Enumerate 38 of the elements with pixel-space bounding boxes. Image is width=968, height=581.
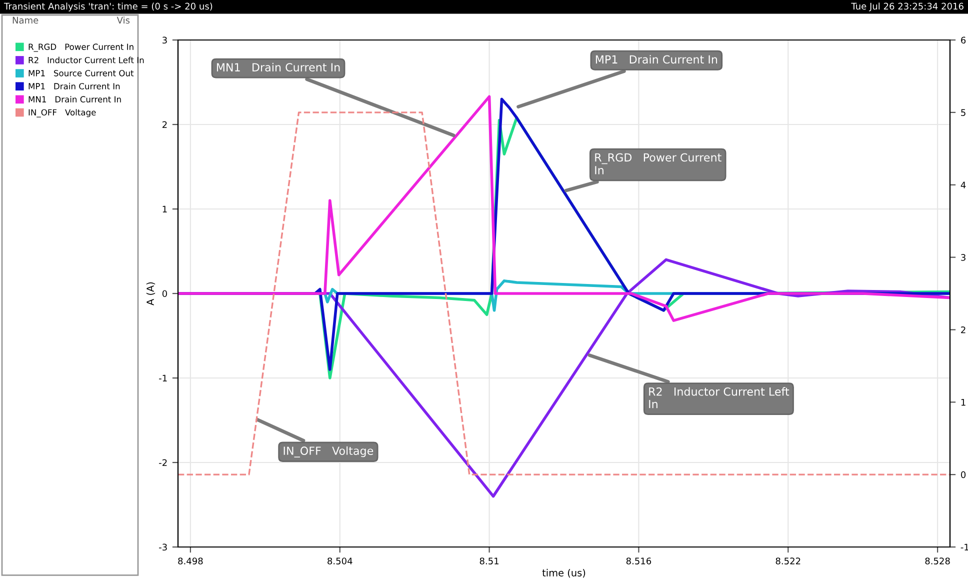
text: Tue Jul 26 23:25:34 2016 xyxy=(851,2,964,12)
annotation: MP1 Drain Current In xyxy=(596,55,718,64)
y2-tick-label: 6 xyxy=(961,36,966,44)
annotation: IN_OFF Voltage xyxy=(284,446,374,458)
text: Vis xyxy=(116,16,130,24)
y2-tick-label: 0 xyxy=(961,471,966,478)
legend-label: MN1 Drain Current In xyxy=(28,96,121,102)
x-tick-label: 8.51 xyxy=(480,558,499,564)
chart-title: Transient Analysis 'tran': time = (0 s -> 20 us) xyxy=(4,2,212,12)
y-tick-label: -3 xyxy=(159,544,167,551)
y-tick-label: 2 xyxy=(162,121,167,128)
y-tick-label: 0 xyxy=(162,290,167,298)
legend-label: MP1 Drain Current In xyxy=(28,82,120,90)
x-tick-label: 8.522 xyxy=(776,558,800,564)
y2-tick-label: 5 xyxy=(961,109,966,116)
line-series xyxy=(178,95,950,322)
x-axis-title: time (us) xyxy=(542,568,586,578)
y2-tick-label: 2 xyxy=(961,326,966,334)
y2-tick-label: 3 xyxy=(961,254,966,261)
x-tick-label: 8.504 xyxy=(328,558,352,564)
annotation: R_RGD Power Current In xyxy=(595,153,722,174)
x-tick-label: 8.528 xyxy=(925,558,950,564)
y-tick-label: -2 xyxy=(159,459,167,466)
y2-tick-label: 4 xyxy=(960,182,966,188)
y-tick-label: 3 xyxy=(162,36,167,44)
legend-label: R2 Inductor Current Left In xyxy=(28,56,144,64)
annotation: R2 Inductor Current Left In xyxy=(649,387,790,408)
legend-label: MP1 Source Current Out xyxy=(28,70,134,76)
legend-label: IN_OFF Voltage xyxy=(28,109,96,118)
annotation: MN1 Drain Current In xyxy=(216,62,340,72)
y-axis-title: A (A) xyxy=(146,282,156,306)
y2-tick-label: 1 xyxy=(961,398,966,406)
text: Name xyxy=(12,16,38,24)
legend-label: R_RGD Power Current In xyxy=(28,44,134,52)
y-tick-label: -1 xyxy=(159,374,167,382)
y-tick-label: 1 xyxy=(162,206,167,212)
x-tick-label: 8.516 xyxy=(626,558,652,564)
x-tick-label: 8.498 xyxy=(178,558,203,564)
